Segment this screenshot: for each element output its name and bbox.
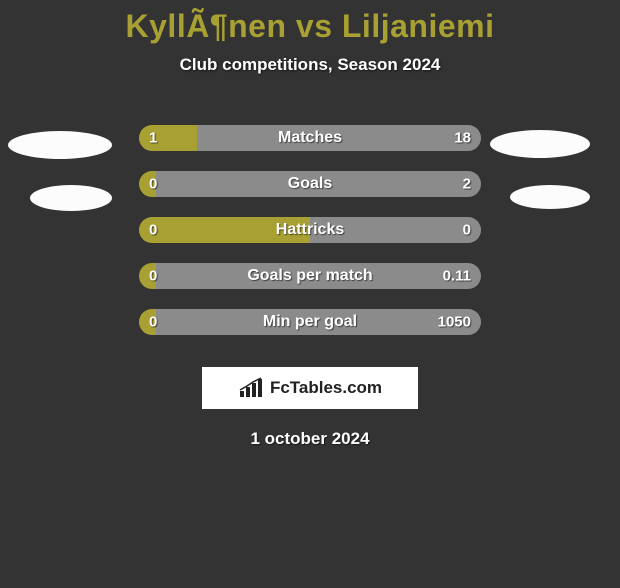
value-right: 0.11	[443, 268, 471, 285]
stats-container: 1 18 Matches 0 2 Goals 0 0 Hattricks 0 0.11 Goals p…	[0, 115, 620, 345]
bars-icon	[238, 377, 264, 399]
value-right: 0	[463, 222, 471, 239]
stat-row: 0 2 Goals	[0, 161, 620, 207]
stat-row: 0 1050 Min per goal	[0, 299, 620, 345]
stat-bar: 0 1050 Min per goal	[139, 309, 481, 335]
date-text: 1 october 2024	[0, 429, 620, 449]
stat-bar: 0 2 Goals	[139, 171, 481, 197]
value-left: 0	[149, 314, 157, 331]
subtitle: Club competitions, Season 2024	[0, 55, 620, 75]
value-right: 2	[463, 176, 471, 193]
stat-bar: 1 18 Matches	[139, 125, 481, 151]
bar-left	[139, 125, 197, 151]
stat-bar: 0 0 Hattricks	[139, 217, 481, 243]
value-right: 1050	[438, 314, 471, 331]
stat-label: Matches	[278, 129, 342, 147]
value-left: 0	[149, 268, 157, 285]
value-left: 0	[149, 222, 157, 239]
stat-bar: 0 0.11 Goals per match	[139, 263, 481, 289]
stat-label: Min per goal	[263, 313, 357, 331]
stat-label: Goals	[288, 175, 332, 193]
value-right: 18	[454, 130, 471, 147]
logo-box: FcTables.com	[202, 367, 418, 409]
page-title: KyllÃ¶nen vs Liljaniemi	[0, 8, 620, 45]
value-left: 1	[149, 130, 157, 147]
stat-row: 0 0.11 Goals per match	[0, 253, 620, 299]
stat-label: Goals per match	[247, 267, 372, 285]
value-left: 0	[149, 176, 157, 193]
stat-label: Hattricks	[276, 221, 344, 239]
stat-row: 0 0 Hattricks	[0, 207, 620, 253]
stat-row: 1 18 Matches	[0, 115, 620, 161]
logo-text: FcTables.com	[270, 378, 382, 398]
